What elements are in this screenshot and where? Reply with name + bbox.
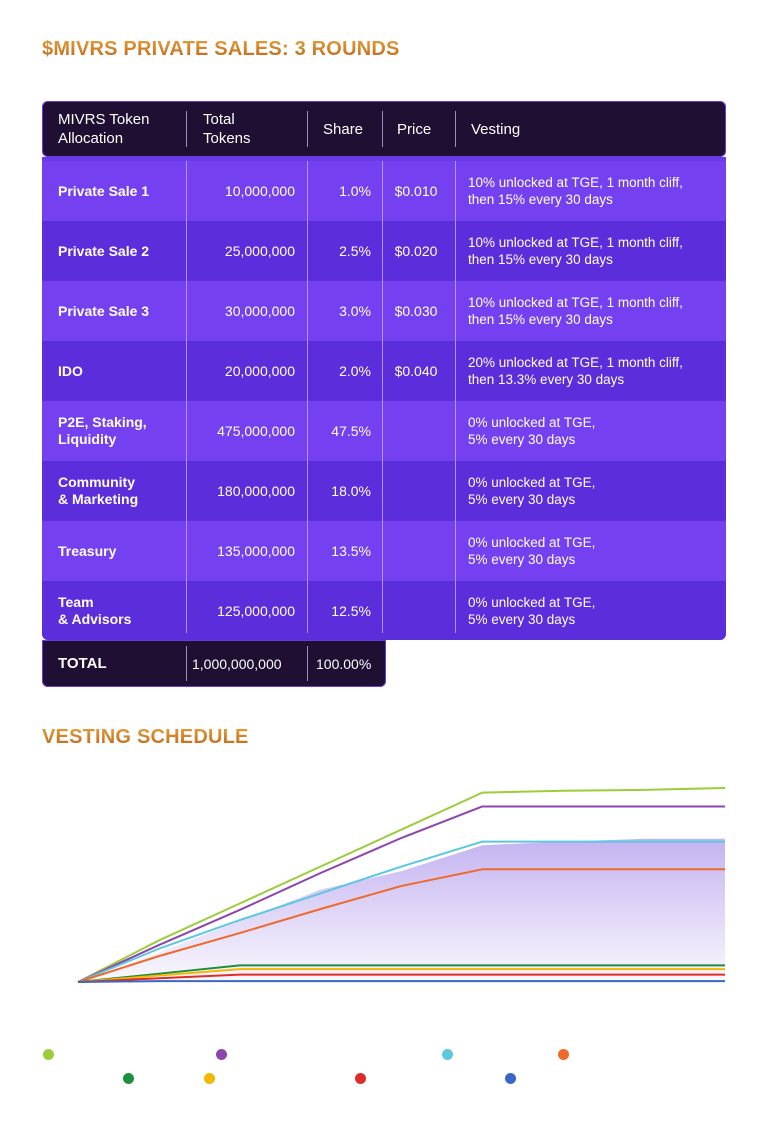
cell-price: $0.040 bbox=[394, 362, 438, 379]
page-title: $MIVRS PRIVATE SALES: 3 ROUNDS bbox=[42, 38, 400, 60]
legend-dot bbox=[505, 1073, 516, 1084]
total-tokens: 1,000,000,000 bbox=[192, 655, 282, 672]
table-row: Private Sale 3 30,000,000 3.0% $0.030 10… bbox=[42, 281, 726, 341]
table-row: IDO 20,000,000 2.0% $0.040 20% unlocked … bbox=[42, 341, 726, 401]
table-row: Community & Marketing 180,000,000 18.0% 0… bbox=[42, 461, 726, 521]
cell-price: $0.020 bbox=[394, 242, 438, 259]
cell-share: 2.0% bbox=[339, 362, 371, 379]
column-divider bbox=[455, 161, 456, 633]
table-row: Team & Advisors 125,000,000 12.5% 0% unlo… bbox=[42, 581, 726, 640]
cell-share: 18.0% bbox=[331, 482, 371, 499]
cell-price bbox=[382, 581, 450, 640]
table-row: Treasury 135,000,000 13.5% 0% unlocked a… bbox=[42, 521, 726, 581]
cell-vesting: 0% unlocked at TGE, 5% every 30 days bbox=[468, 475, 596, 507]
total-label: TOTAL bbox=[58, 655, 107, 672]
legend-dot bbox=[442, 1049, 453, 1060]
table-row: P2E, Staking, Liquidity 475,000,000 47.5%… bbox=[42, 401, 726, 461]
header-vesting: Vesting bbox=[471, 120, 521, 138]
legend-dot bbox=[558, 1049, 569, 1060]
table-body: Private Sale 1 10,000,000 1.0% $0.010 10… bbox=[42, 157, 726, 640]
header-divider bbox=[455, 111, 456, 147]
cell-share: 3.0% bbox=[339, 302, 371, 319]
cell-vesting: 10% unlocked at TGE, 1 month cliff, then … bbox=[468, 295, 683, 327]
table-header: MIVRS Token Allocation Total Tokens Share … bbox=[42, 101, 726, 157]
cell-price bbox=[382, 461, 450, 521]
legend-dot bbox=[43, 1049, 54, 1060]
table-row: Private Sale 1 10,000,000 1.0% $0.010 10… bbox=[42, 161, 726, 221]
cell-vesting: 0% unlocked at TGE, 5% every 30 days bbox=[468, 415, 596, 447]
vesting-chart bbox=[77, 787, 726, 983]
total-divider bbox=[307, 646, 308, 681]
cell-tokens: 125,000,000 bbox=[217, 602, 295, 619]
chart-series-line-7 bbox=[77, 980, 725, 983]
cell-allocation: P2E, Staking, Liquidity bbox=[58, 414, 147, 447]
legend-dot bbox=[355, 1073, 366, 1084]
header-divider bbox=[307, 111, 308, 147]
cell-share: 1.0% bbox=[339, 182, 371, 199]
cell-tokens: 135,000,000 bbox=[217, 542, 295, 559]
cell-tokens: 475,000,000 bbox=[217, 422, 295, 439]
cell-price bbox=[382, 521, 450, 581]
chart-area-series bbox=[78, 838, 725, 982]
cell-vesting: 10% unlocked at TGE, 1 month cliff, then … bbox=[468, 235, 683, 267]
chart-series-line-2 bbox=[77, 840, 725, 983]
header-share: Share bbox=[323, 120, 364, 138]
cell-tokens: 10,000,000 bbox=[224, 182, 295, 199]
column-divider bbox=[186, 161, 187, 633]
cell-tokens: 25,000,000 bbox=[224, 242, 295, 259]
cell-tokens: 180,000,000 bbox=[217, 482, 295, 499]
chart-series-line-1 bbox=[77, 805, 725, 983]
column-divider bbox=[382, 161, 383, 633]
chart-series-line-5 bbox=[77, 968, 725, 983]
cell-allocation: Team & Advisors bbox=[58, 594, 132, 627]
cell-allocation: Private Sale 3 bbox=[58, 302, 150, 319]
cell-price bbox=[382, 401, 450, 461]
total-divider bbox=[186, 646, 187, 681]
chart-series-line-6 bbox=[77, 973, 725, 983]
cell-allocation: IDO bbox=[58, 362, 83, 379]
cell-share: 47.5% bbox=[331, 422, 371, 439]
legend-dot bbox=[216, 1049, 227, 1060]
chart-series-line-3 bbox=[77, 868, 725, 983]
chart-series-line-4 bbox=[77, 964, 725, 983]
header-price: Price bbox=[397, 120, 432, 138]
total-share: 100.00% bbox=[316, 655, 372, 672]
cell-tokens: 20,000,000 bbox=[224, 362, 295, 379]
legend-dot bbox=[123, 1073, 134, 1084]
legend-dot bbox=[204, 1073, 215, 1084]
cell-vesting: 0% unlocked at TGE, 5% every 30 days bbox=[468, 595, 596, 627]
cell-allocation: Treasury bbox=[58, 542, 117, 559]
header-total-tokens: Total Tokens bbox=[203, 111, 251, 147]
cell-allocation: Private Sale 2 bbox=[58, 242, 150, 259]
cell-allocation: Community & Marketing bbox=[58, 474, 139, 507]
cell-vesting: 20% unlocked at TGE, 1 month cliff, then … bbox=[468, 355, 683, 387]
header-divider bbox=[186, 111, 187, 147]
table-row: Private Sale 2 25,000,000 2.5% $0.020 10… bbox=[42, 221, 726, 281]
chart-series-line-0 bbox=[77, 787, 726, 983]
cell-price: $0.010 bbox=[394, 182, 438, 199]
cell-share: 2.5% bbox=[339, 242, 371, 259]
cell-tokens: 30,000,000 bbox=[224, 302, 295, 319]
cell-price: $0.030 bbox=[394, 302, 438, 319]
header-allocation: MIVRS Token Allocation bbox=[58, 111, 150, 147]
cell-vesting: 0% unlocked at TGE, 5% every 30 days bbox=[468, 535, 596, 567]
cell-vesting: 10% unlocked at TGE, 1 month cliff, then … bbox=[468, 175, 683, 207]
cell-share: 13.5% bbox=[331, 542, 371, 559]
table-total-row: TOTAL 1,000,000,000 100.00% bbox=[42, 640, 386, 687]
column-divider bbox=[307, 161, 308, 633]
cell-share: 12.5% bbox=[331, 602, 371, 619]
cell-allocation: Private Sale 1 bbox=[58, 182, 150, 199]
header-divider bbox=[382, 111, 383, 147]
vesting-schedule-title: VESTING SCHEDULE bbox=[42, 726, 249, 748]
